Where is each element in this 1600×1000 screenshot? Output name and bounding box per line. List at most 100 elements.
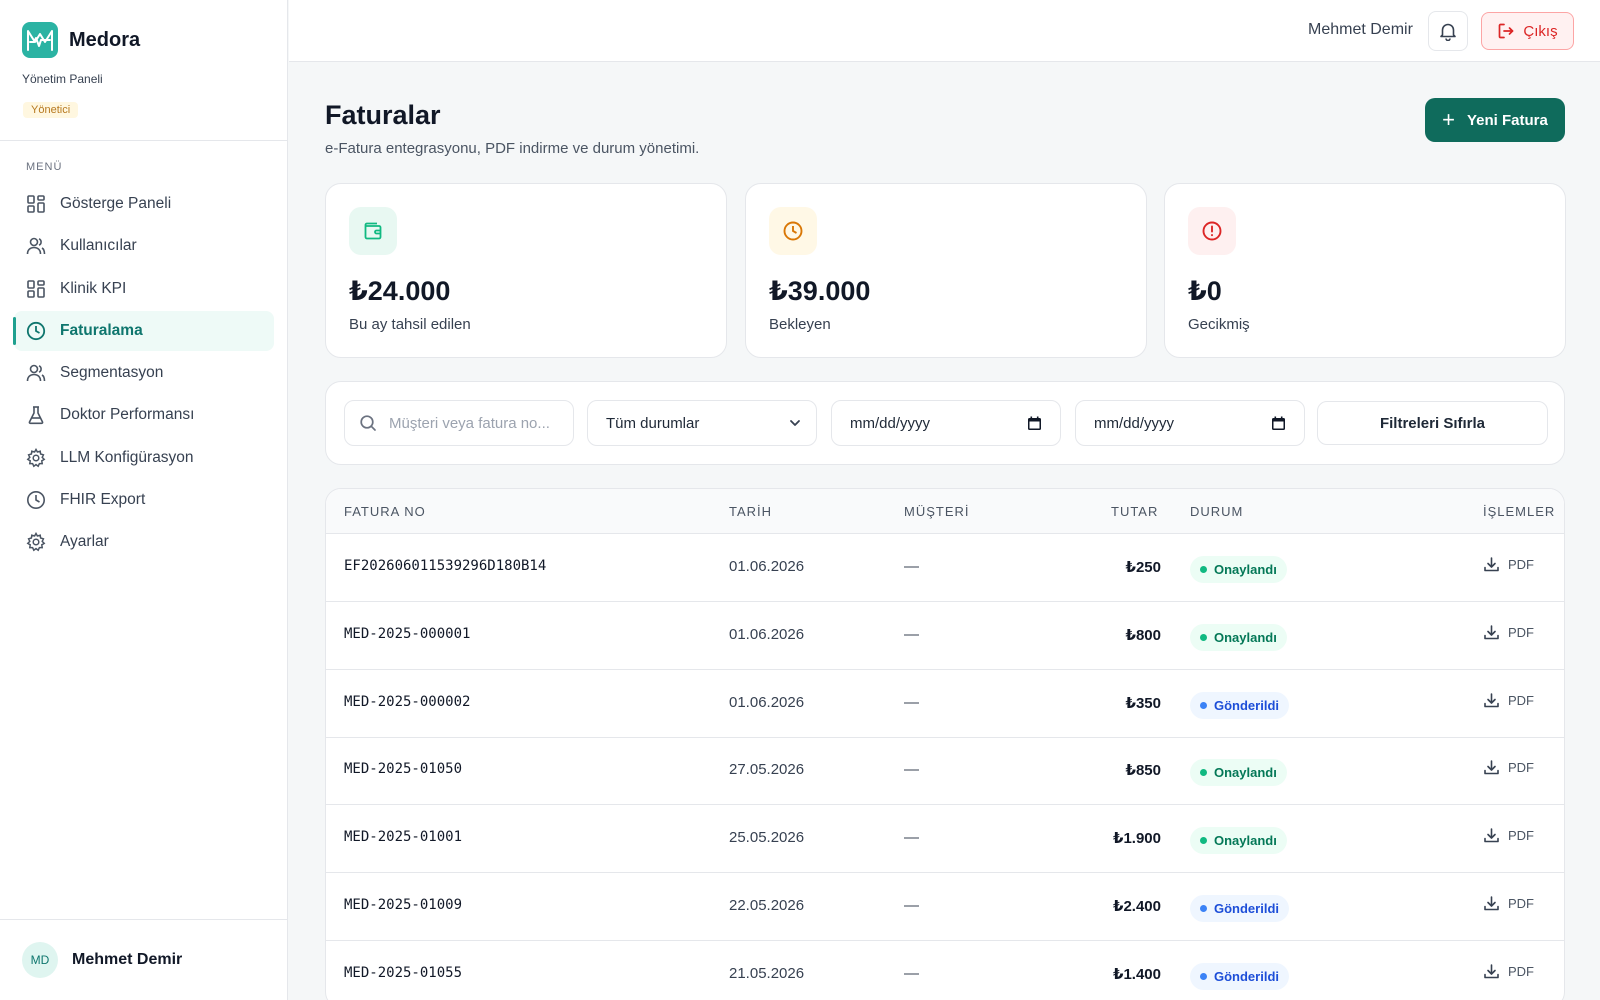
search-input[interactable]: Müşteri veya fatura no... — [344, 400, 574, 446]
stat-label: Bekleyen — [769, 316, 831, 333]
status-select[interactable]: Tüm durumlar — [587, 400, 817, 446]
sidebar-item-label: Gösterge Paneli — [60, 195, 172, 212]
invoice-date: 01.06.2026 — [729, 693, 805, 711]
stat-card-collected: ₺24.000 Bu ay tahsil edilen — [325, 183, 727, 358]
table-row[interactable]: MED-2025-01001 25.05.2026 — ₺1.900 Onaylandı… — [326, 805, 1564, 874]
download-pdf-button[interactable]: PDF — [1483, 895, 1534, 912]
sidebar-item-faturalama[interactable]: Faturalama — [13, 310, 274, 351]
sidebar-user[interactable]: MD Mehmet Demir — [22, 942, 182, 978]
chevron-down-icon — [790, 420, 800, 426]
calendar-icon[interactable] — [1271, 416, 1286, 431]
new-invoice-button[interactable]: + Yeni Fatura — [1425, 98, 1565, 142]
sidebar-item-klinik-kpi[interactable]: Klinik KPI — [14, 269, 274, 309]
table-row[interactable]: MED-2025-01050 27.05.2026 — ₺850 Onaylandı PD… — [326, 737, 1564, 806]
column-header[interactable]: DURUM — [1190, 504, 1244, 519]
download-pdf-button[interactable]: PDF — [1483, 692, 1534, 709]
sidebar-item-segmentasyon[interactable]: Segmentasyon — [14, 353, 274, 393]
grid-icon — [26, 194, 46, 214]
column-header[interactable]: MÜŞTERİ — [904, 504, 970, 519]
date-to-input[interactable]: mm/dd/yyyy — [1075, 400, 1305, 446]
column-header[interactable]: TUTAR — [1111, 504, 1159, 519]
download-icon — [1484, 828, 1499, 843]
sidebar-item-fhir-export[interactable]: FHIR Export — [14, 480, 274, 520]
sidebar-item-label: Faturalama — [60, 321, 143, 339]
status-badge: Gönderildi — [1190, 962, 1289, 990]
download-pdf-button[interactable]: PDF — [1483, 624, 1534, 641]
alert-circle-icon — [1188, 207, 1236, 255]
status-dot-icon — [1200, 566, 1207, 573]
brand-name: Medora — [69, 28, 141, 51]
date-to-value: mm/dd/yyyy — [1094, 414, 1175, 432]
sidebar-item-gosterge-paneli[interactable]: Gösterge Paneli — [14, 184, 274, 224]
stat-value: ₺39.000 — [769, 276, 871, 306]
sidebar-item-label: Ayarlar — [60, 533, 109, 551]
table-header: FATURA NO TARİH MÜŞTERİ TUTAR DURUM İŞLE… — [326, 489, 1564, 534]
download-pdf-button[interactable]: PDF — [1483, 827, 1534, 844]
topbar: Mehmet Demir Çıkış — [289, 0, 1600, 62]
column-header[interactable]: TARİH — [729, 504, 773, 519]
status-badge: Onaylandı — [1190, 556, 1287, 583]
download-icon — [1484, 624, 1499, 640]
pdf-label: PDF — [1508, 692, 1534, 708]
new-invoice-label: Yeni Fatura — [1467, 111, 1548, 129]
sidebar-item-label: Doktor Performansı — [60, 406, 195, 424]
pdf-label: PDF — [1508, 624, 1534, 640]
status-badge: Onaylandı — [1190, 759, 1287, 787]
status-label: Onaylandı — [1214, 765, 1277, 781]
stat-value: ₺24.000 — [349, 276, 451, 306]
sidebar-divider — [0, 140, 288, 141]
invoice-amount: ₺2.400 — [1113, 898, 1161, 915]
calendar-icon[interactable] — [1027, 416, 1042, 431]
sidebar-user-name: Mehmet Demir — [72, 951, 183, 968]
pdf-label: PDF — [1508, 963, 1534, 979]
column-header[interactable]: FATURA NO — [344, 504, 426, 519]
status-dot-icon — [1200, 972, 1207, 980]
sidebar-item-label: LLM Konfigürasyon — [60, 448, 194, 466]
status-label: Gönderildi — [1214, 901, 1279, 916]
reset-filters-button[interactable]: Filtreleri Sıfırla — [1317, 401, 1548, 445]
gear-icon — [26, 447, 46, 468]
status-label: Gönderildi — [1214, 968, 1279, 984]
status-dot-icon — [1200, 837, 1207, 845]
brand[interactable]: Medora — [22, 22, 140, 58]
sidebar-item-kullanicilar[interactable]: Kullanıcılar — [14, 226, 274, 266]
invoice-number: MED-2025-01050 — [344, 761, 463, 778]
stat-card-overdue: ₺0 Gecikmiş — [1164, 183, 1566, 358]
table-row[interactable]: MED-2025-01055 21.05.2026 — ₺1.400 Gönderild… — [326, 941, 1564, 1000]
filter-bar: Müşteri veya fatura no... Tüm durumlar m… — [325, 381, 1565, 465]
sidebar-item-ayarlar[interactable]: Ayarlar — [14, 522, 274, 562]
status-dot-icon — [1200, 905, 1207, 912]
date-from-input[interactable]: mm/dd/yyyy — [831, 400, 1061, 446]
users-icon — [26, 236, 46, 256]
logout-button[interactable]: Çıkış — [1481, 12, 1574, 50]
download-icon — [1484, 896, 1499, 911]
gear-icon — [26, 532, 46, 552]
stat-label: Gecikmiş — [1188, 316, 1250, 333]
pdf-label: PDF — [1508, 828, 1534, 844]
table-row[interactable]: MED-2025-01009 22.05.2026 — ₺2.400 Gönderild… — [326, 873, 1564, 941]
invoice-date: 22.05.2026 — [729, 897, 805, 914]
logout-label: Çıkış — [1523, 22, 1558, 40]
sidebar-item-label: FHIR Export — [60, 491, 146, 509]
brand-subtitle: Yönetim Paneli — [22, 72, 103, 86]
download-pdf-button[interactable]: PDF — [1483, 556, 1534, 573]
notifications-button[interactable] — [1428, 11, 1468, 51]
table-row[interactable]: EF202606011539296D180B14 01.06.2026 — ₺250 O… — [326, 534, 1564, 602]
invoice-amount: ₺350 — [1125, 694, 1161, 712]
search-icon — [360, 415, 376, 431]
grid-icon — [26, 279, 46, 299]
download-pdf-button[interactable]: PDF — [1483, 963, 1534, 980]
invoice-amount: ₺850 — [1125, 762, 1161, 780]
table-row[interactable]: MED-2025-000001 01.06.2026 — ₺800 Onaylandı P… — [326, 602, 1564, 670]
table-row[interactable]: MED-2025-000002 01.06.2026 — ₺350 Gönderildi… — [326, 670, 1564, 738]
status-label: Onaylandı — [1214, 833, 1277, 849]
sidebar-item-llm-konfigurasyon[interactable]: LLM Konfigürasyon — [14, 438, 274, 478]
download-pdf-button[interactable]: PDF — [1483, 759, 1534, 776]
invoice-number: MED-2025-01055 — [344, 964, 463, 981]
invoice-amount: ₺250 — [1125, 559, 1161, 576]
status-label: Onaylandı — [1214, 562, 1277, 577]
download-icon — [1484, 692, 1499, 707]
sidebar-item-doktor-performansi[interactable]: Doktor Performansı — [14, 395, 274, 435]
page-title: Faturalar — [325, 100, 441, 130]
sidebar: Medora Yönetim Paneli Yönetici MENÜ Göst… — [0, 0, 288, 1000]
